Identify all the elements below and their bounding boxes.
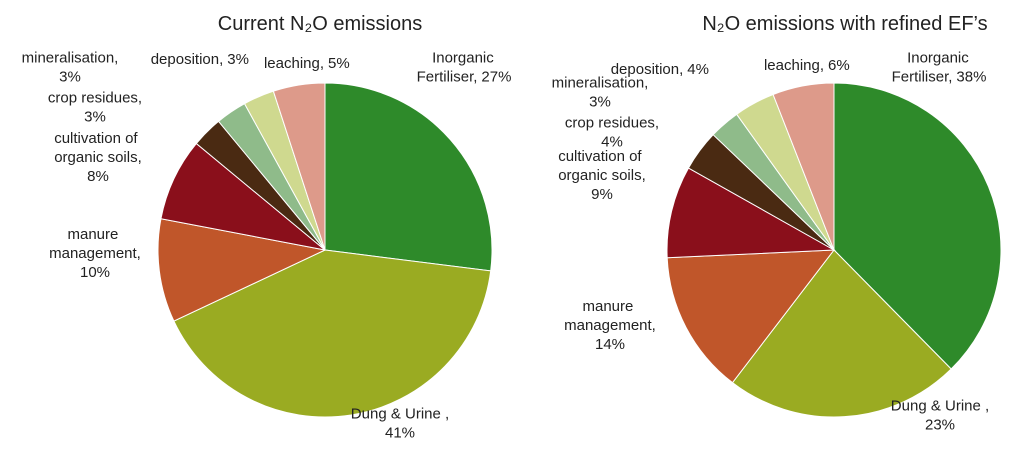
- slice-category: deposition,: [151, 51, 224, 68]
- slice-category: cultivation of organic soils,: [558, 148, 646, 184]
- slice-value-label: 6%: [828, 57, 850, 74]
- slice-value-label: 38%: [956, 69, 986, 86]
- pie-slice: [731, 249, 952, 418]
- pie-slice: [272, 82, 326, 251]
- pie-slice: [157, 218, 327, 322]
- slice-value-label: 5%: [328, 55, 350, 72]
- slice-category: crop residues,: [565, 115, 659, 132]
- slice-value-label: 4%: [601, 134, 623, 151]
- slice-category: mineralisation,: [552, 75, 649, 92]
- slice-value-label: 3%: [589, 94, 611, 111]
- slice-value-label: 23%: [925, 417, 955, 434]
- pie-slice: [833, 82, 1002, 370]
- pie-slice: [666, 249, 836, 384]
- slice-category: manure management,: [49, 226, 141, 262]
- slice-value-label: 3%: [84, 109, 106, 126]
- slice-category: cultivation of organic soils,: [54, 130, 142, 166]
- slice-category: manure management,: [564, 298, 656, 334]
- slice-value-label: 3%: [227, 51, 249, 68]
- pie-slice: [666, 167, 836, 259]
- slice-category: leaching,: [264, 55, 324, 72]
- slice-category: Dung & Urine ,: [351, 406, 449, 423]
- slice-value-label: 3%: [59, 69, 81, 86]
- slice-category: mineralisation,: [22, 50, 119, 67]
- chart-title: Current N₂O emissions: [218, 13, 422, 35]
- slice-category: leaching,: [764, 57, 824, 74]
- slice-value-label: 9%: [591, 186, 613, 203]
- slice-category: deposition,: [611, 61, 684, 78]
- slice-value-label: 10%: [80, 264, 110, 281]
- slice-category: Inorganic Fertiliser,: [892, 50, 973, 86]
- slice-category: Dung & Urine ,: [891, 398, 989, 415]
- chart-title: N₂O emissions with refined EF’s: [702, 13, 987, 35]
- slice-value-label: 27%: [481, 69, 511, 86]
- pie-slice: [324, 82, 493, 272]
- slice-category: crop residues,: [48, 90, 142, 107]
- slice-value-label: 4%: [687, 61, 709, 78]
- slice-value-label: 14%: [595, 336, 625, 353]
- slice-category: Inorganic Fertiliser,: [417, 50, 498, 86]
- slice-value-label: 41%: [385, 425, 415, 442]
- pie-slice: [173, 249, 492, 418]
- slice-value-label: 8%: [87, 168, 109, 185]
- pie-slice: [772, 82, 835, 251]
